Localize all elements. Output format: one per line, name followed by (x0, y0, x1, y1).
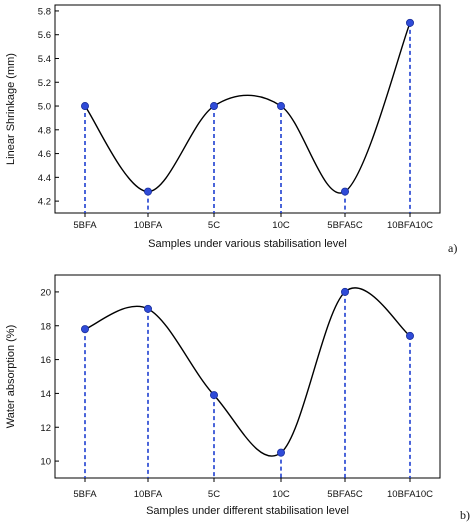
data-point (81, 325, 90, 334)
y-tick-label: 4.4 (38, 173, 51, 184)
y-tick-label: 5.2 (38, 78, 51, 89)
data-point (405, 18, 414, 27)
panel-label: a) (448, 241, 457, 255)
x-tick-label: 10C (272, 220, 290, 231)
data-point (340, 287, 349, 296)
data-point (405, 331, 414, 340)
y-tick-label: 16 (40, 355, 51, 366)
y-tick-label: 18 (40, 321, 51, 332)
x-tick-label: 5C (208, 220, 220, 231)
data-point (143, 187, 152, 196)
y-tick-label: 12 (40, 423, 51, 434)
x-tick-label: 5BFA5C (327, 220, 363, 231)
x-tick-label: 10BFA (134, 220, 163, 231)
y-tick-label: 5.0 (38, 102, 51, 113)
plot-frame (54, 4, 441, 214)
x-axis-title: Samples under various stabilisation leve… (148, 238, 347, 250)
y-tick-label: 4.2 (38, 197, 51, 208)
data-point (143, 304, 152, 313)
y-tick-label: 4.8 (38, 125, 51, 136)
data-point (209, 391, 218, 400)
y-tick-label: 14 (40, 389, 51, 400)
x-tick-label: 5BFA (73, 489, 97, 500)
data-point (81, 102, 90, 111)
y-tick-label: 4.6 (38, 149, 51, 160)
data-point (276, 448, 285, 457)
x-tick-label: 10BFA10C (387, 489, 433, 500)
x-tick-label: 5C (208, 489, 220, 500)
chart-panel-a: 4.2 4.4 4.6 4.8 5.0 5.2 5.4 5.6 5.8 5BFA 10BFA 5C 10… (5, 4, 457, 255)
x-tick-label: 10BFA (134, 489, 163, 500)
panel-label: b) (460, 508, 470, 522)
plot-frame (54, 274, 441, 479)
y-axis-title: Water absorption (%) (5, 325, 17, 429)
y-tick-label: 5.4 (38, 54, 51, 65)
x-tick-label: 5BFA (73, 220, 97, 231)
y-tick-label: 5.8 (38, 6, 51, 17)
x-tick-label: 10C (272, 489, 290, 500)
data-point (276, 102, 285, 111)
data-point (209, 102, 218, 111)
y-tick-label: 10 (40, 457, 51, 468)
y-axis-title: Linear Shrinkage (mm) (5, 53, 17, 165)
x-axis-title: Samples under different stabilisation le… (146, 505, 349, 517)
data-point (340, 187, 349, 196)
series-line (84, 287, 411, 457)
chart-panel-b: 10 12 14 16 18 20 5BFA 10BFA 5C 10C 5BFA5C 10BFA10C… (5, 274, 470, 522)
x-tick-label: 10BFA10C (387, 220, 433, 231)
y-tick-label: 5.6 (38, 30, 51, 41)
y-tick-label: 20 (40, 287, 51, 298)
x-tick-label: 5BFA5C (327, 489, 363, 500)
series-line (84, 22, 411, 194)
